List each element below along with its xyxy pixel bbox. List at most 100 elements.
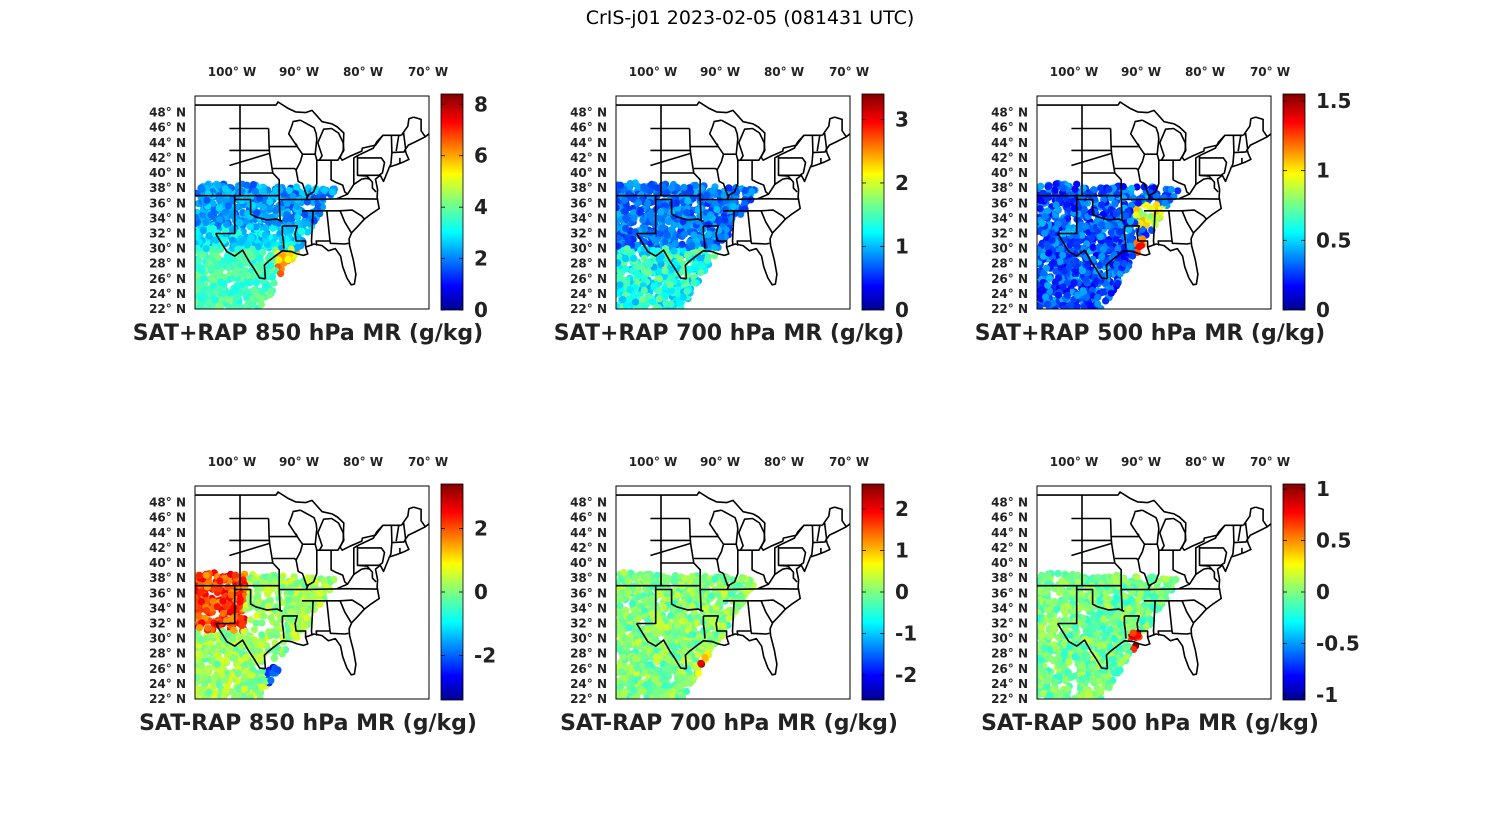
retrieval-point — [697, 268, 705, 277]
lon-tick-label: 100° W — [208, 65, 256, 79]
retrieval-point — [1059, 251, 1067, 259]
state-line — [1134, 119, 1143, 123]
state-line — [1178, 193, 1190, 200]
retrieval-point — [1082, 222, 1090, 230]
state-line — [1199, 174, 1219, 193]
state-line — [1114, 146, 1146, 171]
lat-tick-label: 34° N — [991, 211, 1028, 225]
colorbar-tick-label: 1 — [1316, 159, 1330, 183]
retrieval-point — [661, 267, 669, 275]
retrieval-point — [254, 598, 262, 606]
lat-tick-label: 30° N — [991, 242, 1028, 256]
state-line — [1199, 134, 1244, 157]
retrieval-point — [266, 261, 274, 270]
retrieval-point — [222, 657, 230, 666]
state-line — [688, 128, 701, 200]
retrieval-point — [645, 260, 654, 268]
retrieval-point — [267, 676, 275, 685]
retrieval-point — [300, 622, 308, 630]
retrieval-point — [631, 298, 640, 306]
retrieval-point — [1105, 185, 1113, 193]
retrieval-point — [197, 598, 205, 606]
state-line — [300, 509, 318, 590]
map-panel: 100° W 90° W 80° W 70° W48° N46° N44° N42° … — [554, 65, 909, 346]
retrieval-point — [657, 208, 665, 216]
lon-tick-label: 80° W — [343, 455, 383, 469]
retrieval-point — [237, 303, 245, 309]
retrieval-point — [622, 224, 630, 232]
lat-tick-label: 24° N — [149, 287, 186, 301]
retrieval-point — [1069, 258, 1077, 266]
state-line — [317, 517, 345, 551]
retrieval-point — [267, 251, 275, 259]
lat-tick-label: 32° N — [991, 226, 1028, 240]
retrieval-point — [1102, 297, 1110, 305]
colorbar-tick-label: 1 — [895, 234, 909, 258]
retrieval-point — [275, 256, 283, 264]
retrieval-point — [623, 277, 631, 285]
retrieval-point — [656, 267, 664, 276]
lat-tick-label: 48° N — [570, 106, 607, 120]
retrieval-point — [259, 187, 267, 195]
lat-tick-label: 48° N — [991, 106, 1028, 120]
state-line — [716, 169, 730, 197]
state-line — [336, 583, 348, 590]
retrieval-point — [195, 612, 203, 620]
retrieval-point — [284, 255, 292, 263]
retrieval-point — [642, 301, 650, 309]
retrieval-point — [1056, 258, 1064, 266]
state-line — [278, 589, 281, 612]
map-panel: 100° W 90° W 80° W 70° W48° N46° N44° N42° … — [975, 65, 1352, 346]
retrieval-point — [683, 287, 691, 295]
retrieval-point — [658, 224, 666, 232]
retrieval-point — [704, 253, 712, 261]
retrieval-point — [216, 216, 224, 224]
retrieval-point — [1039, 269, 1047, 277]
retrieval-point — [267, 287, 275, 295]
retrieval-point — [211, 296, 219, 304]
state-line — [693, 146, 725, 171]
retrieval-point — [622, 265, 630, 273]
retrieval-point — [1044, 207, 1052, 215]
retrieval-point — [242, 653, 250, 662]
retrieval-point — [707, 211, 715, 219]
map-frame — [194, 95, 430, 310]
retrieval-point — [257, 301, 265, 309]
retrieval-point — [202, 245, 210, 253]
retrieval-point — [294, 243, 302, 251]
retrieval-point — [214, 254, 222, 262]
retrieval-point — [196, 571, 204, 580]
retrieval-point — [647, 229, 655, 237]
state-line — [272, 536, 304, 561]
retrieval-point — [616, 640, 621, 648]
retrieval-point — [262, 224, 270, 232]
retrieval-point — [692, 181, 700, 189]
retrieval-point — [1096, 233, 1104, 241]
lat-tick-label: 44° N — [991, 136, 1028, 150]
retrieval-point — [253, 653, 262, 661]
retrieval-point — [1041, 213, 1049, 221]
lon-tick-label: 70° W — [1250, 65, 1290, 79]
retrieval-point — [616, 281, 624, 289]
state-line — [215, 585, 236, 625]
colorbar-tick-label: 0 — [474, 580, 488, 604]
retrieval-point — [304, 576, 312, 584]
retrieval-point — [235, 190, 243, 198]
state-line — [300, 119, 318, 200]
retrieval-point — [1142, 201, 1151, 210]
state-line — [336, 193, 348, 200]
state-line — [1121, 197, 1221, 201]
retrieval-point — [616, 259, 622, 267]
colorbar — [1282, 93, 1306, 311]
retrieval-point — [197, 295, 205, 303]
retrieval-points — [195, 180, 338, 309]
retrieval-point — [221, 185, 229, 193]
retrieval-point — [1116, 228, 1124, 236]
retrieval-point — [655, 295, 664, 303]
retrieval-point — [200, 274, 208, 282]
retrieval-point — [282, 646, 290, 654]
state-line — [1057, 195, 1078, 235]
state-line — [810, 135, 814, 167]
state-line — [636, 195, 657, 235]
state-line — [391, 539, 406, 544]
